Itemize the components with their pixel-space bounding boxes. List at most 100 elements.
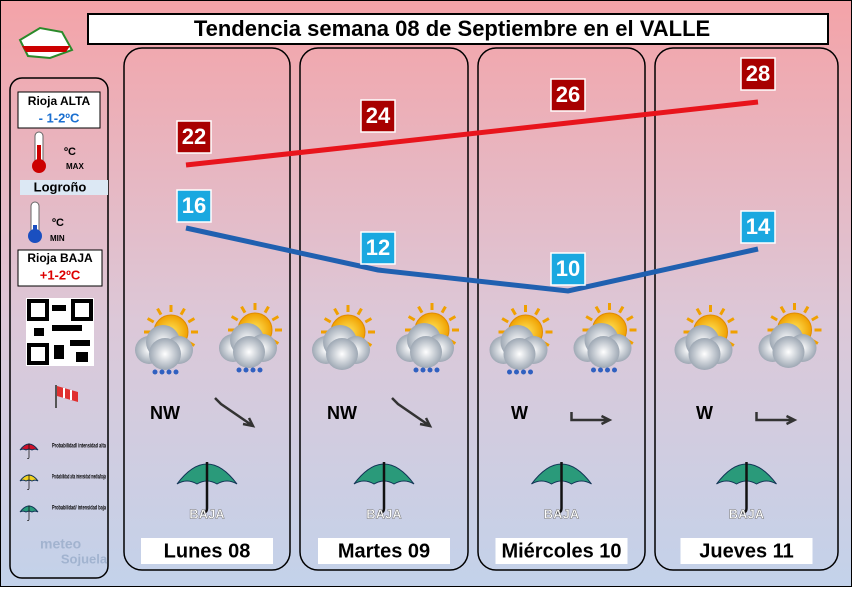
alta-value: - 1-2ºC — [39, 110, 80, 125]
weather-icon — [396, 303, 459, 373]
max-temp: 26 — [556, 82, 580, 107]
min-temp-box — [176, 189, 212, 223]
legend-panel — [9, 77, 109, 579]
baja-label: Rioja BAJA — [27, 251, 93, 265]
max-unit: ºC — [64, 146, 76, 158]
rain-drop — [427, 367, 433, 373]
rain-drop — [507, 369, 512, 375]
rain-drop — [243, 367, 249, 373]
day-column — [123, 47, 291, 571]
baja-value: +1-2ºC — [40, 267, 81, 282]
sun-ray — [440, 305, 447, 314]
day-column — [299, 47, 469, 571]
umbrella-handle — [27, 443, 30, 459]
sun-ray — [695, 307, 702, 316]
cloud — [233, 336, 265, 368]
sun-ray — [510, 307, 517, 316]
rain-drop — [173, 369, 179, 375]
sun-ray — [618, 305, 625, 314]
rain-drop — [159, 369, 165, 375]
rain-drop — [413, 367, 419, 373]
sun-ray — [263, 305, 270, 314]
rain-drop — [514, 369, 519, 375]
day-name: Lunes 08 — [164, 540, 251, 562]
sun-ray — [719, 307, 726, 316]
rain-drop — [166, 369, 172, 375]
day-name-box — [495, 538, 628, 564]
rain-icon — [353, 462, 415, 514]
sun-ray — [187, 317, 196, 324]
cloud — [688, 338, 721, 370]
min-temp: 12 — [366, 235, 390, 260]
day-name: Jueves 11 — [699, 540, 794, 562]
wind-arrow — [391, 397, 433, 428]
windsock-icon — [55, 385, 78, 408]
day-column — [477, 47, 646, 571]
min-unit: ºC — [52, 217, 64, 229]
weather-icon — [758, 303, 822, 368]
title: Tendencia semana 08 de Septiembre en el … — [194, 16, 710, 41]
sun-ray — [594, 305, 601, 314]
thermometer-min — [28, 201, 42, 243]
sun-ray — [585, 315, 593, 322]
day-name: Miércoles 10 — [501, 540, 621, 562]
cloud — [326, 338, 358, 370]
rain-drop — [612, 367, 617, 373]
weather-icon — [489, 305, 553, 375]
max-temp-box — [550, 78, 586, 112]
rain-icon — [176, 462, 238, 514]
sun-ray — [542, 317, 550, 324]
max-temp-box — [740, 57, 776, 91]
sun-ray — [356, 307, 363, 316]
max-temp: 22 — [182, 124, 206, 149]
rain-legend-text: Probabilidad/ intensidad alta — [52, 443, 106, 450]
cloud — [587, 336, 620, 368]
wind-direction: NW — [327, 403, 357, 423]
min-temp: 14 — [746, 214, 771, 239]
day-name-box — [141, 538, 273, 564]
city: Logroño — [34, 179, 87, 194]
wind-arrow — [755, 412, 798, 426]
sun-ray — [323, 317, 332, 324]
min-temp-box — [550, 252, 586, 286]
cloud — [149, 338, 181, 370]
rain-drop — [257, 367, 263, 373]
weather-icon — [312, 305, 375, 370]
sun-ray — [448, 315, 457, 322]
day-column — [654, 47, 839, 571]
sun-ray — [364, 317, 373, 324]
sun-ray — [407, 315, 416, 322]
rain-drop — [591, 367, 596, 373]
max-label: MAX — [66, 162, 84, 171]
rain-drop — [434, 367, 440, 373]
rain-drop — [236, 367, 242, 373]
alta-label: Rioja ALTA — [28, 94, 91, 108]
wind-arrow — [570, 412, 613, 426]
rain-legend-text: Probabilidad alta intensidad media/baja — [52, 474, 106, 481]
sun-ray — [271, 315, 280, 322]
umbrella-handle — [555, 462, 563, 514]
weather-icon — [219, 303, 282, 373]
sun-ray — [534, 307, 541, 316]
logo-text: meteo — [40, 536, 81, 552]
wind-arrow — [214, 397, 256, 428]
sun-ray — [811, 315, 819, 322]
rain-drop — [250, 367, 256, 373]
rain-drop — [598, 367, 603, 373]
umbrella-handle — [27, 505, 30, 521]
min-label: MIN — [50, 234, 65, 243]
wind-direction: NW — [150, 403, 180, 423]
logo-text: Sojuela — [61, 551, 108, 566]
sun-ray — [501, 317, 509, 324]
sun-ray — [156, 307, 163, 316]
sun-ray — [333, 307, 340, 316]
max-temp: 28 — [746, 61, 770, 86]
rain-legend-text: Probabilidad/ intensidad baja — [52, 505, 106, 512]
rain-level: BAJA — [366, 506, 402, 521]
max-temp-box — [360, 99, 396, 133]
region-icon — [18, 26, 74, 60]
rain-icon — [531, 462, 592, 514]
min-temp-line — [185, 225, 759, 294]
thermometer-max — [32, 131, 46, 173]
